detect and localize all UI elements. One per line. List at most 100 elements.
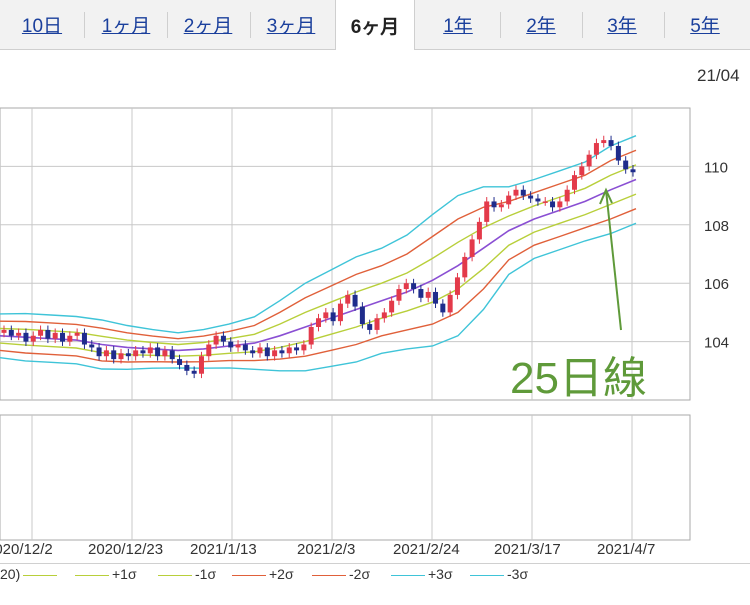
tab-separator xyxy=(249,12,251,38)
candle-body xyxy=(111,350,117,360)
x-tick-label: 2021/3/17 xyxy=(494,541,561,558)
candle-body xyxy=(615,145,621,161)
candle-body xyxy=(403,283,409,290)
candle-body xyxy=(220,335,226,342)
x-tick-label: 2021/2/3 xyxy=(297,541,356,558)
x-tick-label: 2021/2/24 xyxy=(393,541,460,558)
candle-body xyxy=(462,256,468,278)
candle-body xyxy=(257,347,263,354)
candle-body xyxy=(198,356,204,374)
candle-body xyxy=(272,350,278,357)
candle-body xyxy=(571,175,577,190)
candle-body xyxy=(623,160,629,170)
legend-swatch xyxy=(391,574,425,576)
candle-body xyxy=(608,140,614,146)
latest-date-label: 21/04 xyxy=(697,66,740,85)
legend-swatch xyxy=(312,574,346,576)
annotation-label: 25日線 xyxy=(510,354,647,403)
legend-label: +3σ xyxy=(428,566,453,582)
x-tick-label: 2021/1/13 xyxy=(190,541,257,558)
legend-swatch xyxy=(232,574,266,576)
candle-body xyxy=(1,329,7,333)
tab-2[interactable]: 2ヶ月 xyxy=(183,16,233,37)
candle-body xyxy=(213,335,219,345)
tab-5[interactable]: 1年 xyxy=(443,16,473,37)
candle-body xyxy=(155,347,161,357)
candle-body xyxy=(535,198,541,202)
candle-body xyxy=(418,289,424,298)
candle-body xyxy=(103,350,109,357)
candle-body xyxy=(235,344,241,348)
candle-body xyxy=(374,318,380,330)
candle-body xyxy=(308,327,314,345)
tab-4[interactable]: 6ヶ月 xyxy=(335,0,415,50)
candle-body xyxy=(528,195,534,199)
candle-body xyxy=(469,239,475,257)
candle-body xyxy=(16,332,22,336)
candle-body xyxy=(601,140,607,144)
candle-body xyxy=(118,353,124,360)
candle-body xyxy=(184,364,190,371)
candle-body xyxy=(242,344,248,351)
tab-0[interactable]: 10日 xyxy=(21,16,63,37)
legend-swatch xyxy=(470,574,504,576)
tab-separator xyxy=(663,12,665,38)
candle-body xyxy=(96,347,102,357)
candle-body xyxy=(89,344,95,348)
band-plus-3sigma xyxy=(0,135,637,334)
candle-body xyxy=(250,350,256,354)
candle-body xyxy=(38,329,44,336)
tab-7[interactable]: 3年 xyxy=(607,16,637,37)
legend-item: 20) xyxy=(0,566,60,582)
band-plus-2sigma xyxy=(0,149,637,340)
legend-item: -3σ xyxy=(470,566,528,582)
legend-label: -1σ xyxy=(195,566,217,582)
legend-item: -2σ xyxy=(312,566,370,582)
candle-body xyxy=(484,201,490,222)
legend-swatch xyxy=(75,574,109,576)
legend: 20) +1σ -1σ +2σ -2σ +3σ -3σ xyxy=(0,563,750,586)
x-tick-label: 2021/4/7 xyxy=(597,541,656,558)
candle-body xyxy=(520,189,526,196)
tab-separator xyxy=(167,12,168,38)
candle-body xyxy=(177,359,183,365)
candle-body xyxy=(550,201,556,208)
sub-plot-frame xyxy=(0,414,691,541)
tab-3[interactable]: 3ヶ月 xyxy=(266,16,316,37)
y-tick-label: 108 xyxy=(704,218,729,235)
candle-body xyxy=(301,344,307,351)
legend-item: -1σ xyxy=(158,566,216,582)
candle-body xyxy=(476,221,482,240)
tab-6[interactable]: 2年 xyxy=(526,16,556,37)
band-plus-1sigma xyxy=(0,164,637,346)
candle-body xyxy=(630,169,636,173)
legend-label: +1σ xyxy=(112,566,137,582)
candle-body xyxy=(447,294,453,313)
candle-body xyxy=(323,312,329,319)
legend-label: 20) xyxy=(0,566,21,582)
candle-body xyxy=(147,347,153,354)
tab-separator xyxy=(581,12,583,38)
legend-item: +1σ xyxy=(75,566,137,582)
candle-body xyxy=(169,350,175,360)
candle-body xyxy=(67,335,73,342)
candle-body xyxy=(52,332,58,339)
tab-1[interactable]: 1ヶ月 xyxy=(101,16,151,37)
annotation-arrowhead xyxy=(599,187,613,205)
candle-body xyxy=(81,332,87,345)
candle-body xyxy=(389,300,395,313)
candle-body xyxy=(30,335,36,342)
candle-body xyxy=(125,353,131,357)
candle-body xyxy=(279,350,285,354)
candle-body xyxy=(286,347,292,354)
candle-body xyxy=(506,195,512,205)
period-tab-bar: 10日 1ヶ月 2ヶ月 3ヶ月 6ヶ月 1年 2年 3年 5年 xyxy=(0,0,750,50)
tab-8[interactable]: 5年 xyxy=(690,16,720,37)
candle-body xyxy=(316,318,321,327)
legend-item: +3σ xyxy=(391,566,453,582)
candle-body xyxy=(367,324,373,330)
candle-body xyxy=(381,312,387,319)
candle-body xyxy=(586,154,592,167)
x-tick-label: 2020/12/2 xyxy=(0,541,53,558)
